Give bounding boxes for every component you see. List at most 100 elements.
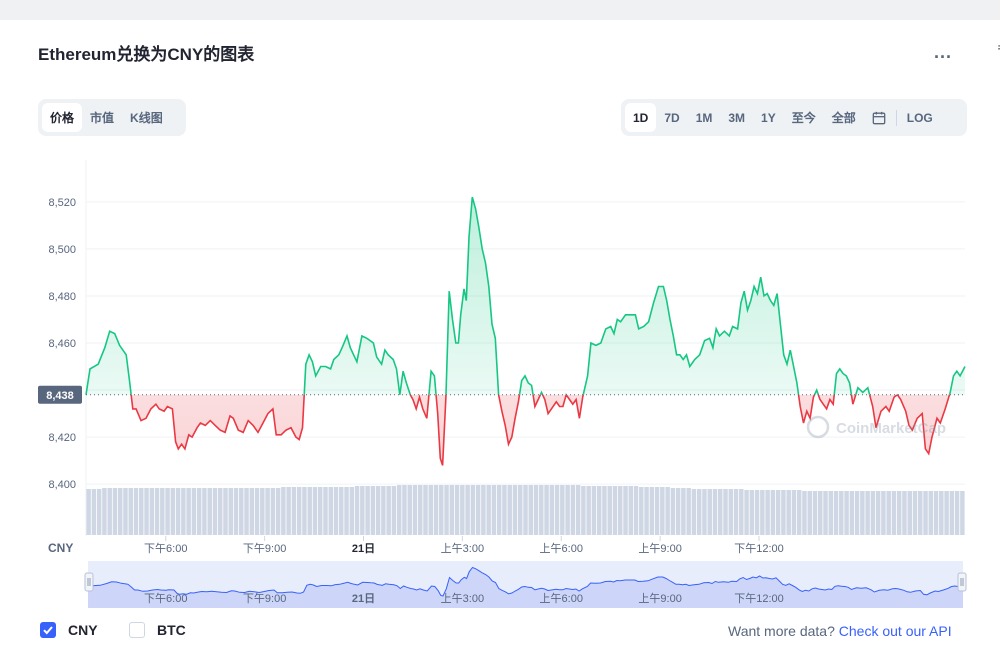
- volume-bar: [349, 487, 355, 535]
- legend-btc-label: BTC: [157, 622, 186, 638]
- legend-btc[interactable]: BTC: [129, 622, 186, 638]
- tab-7d[interactable]: 7D: [664, 110, 680, 125]
- volume-bar: [823, 491, 828, 535]
- volume-bar: [491, 485, 497, 535]
- volume-bar: [944, 491, 949, 535]
- volume-bar: [407, 485, 412, 535]
- volume-bar: [260, 488, 265, 535]
- legend-cny[interactable]: CNY: [40, 622, 98, 638]
- calendar-icon[interactable]: [864, 103, 894, 132]
- volume-bar: [791, 490, 797, 535]
- volume-bar: [586, 486, 591, 535]
- volume-bar: [554, 485, 560, 535]
- volume-bar: [575, 485, 581, 535]
- reference-label: 8,438: [46, 390, 74, 402]
- navigator-line: [87, 566, 964, 597]
- volume-bar: [565, 485, 570, 535]
- tab-market-cap[interactable]: 市值: [90, 111, 115, 125]
- navigator-x-label: 21日: [352, 592, 375, 605]
- volume-bar: [786, 490, 791, 535]
- volume-bar: [428, 485, 433, 535]
- x-tick-label: 上午6:00: [540, 542, 583, 555]
- volume-bar: [475, 485, 481, 535]
- volume-bar: [633, 486, 639, 535]
- volume-bar: [91, 489, 97, 535]
- tab-candlestick[interactable]: K线图: [130, 111, 163, 125]
- volume-bar: [249, 488, 255, 535]
- volume-bar: [954, 491, 960, 535]
- volume-bar: [612, 486, 618, 535]
- tab-1d[interactable]: 1D: [625, 103, 657, 132]
- volume-bar: [112, 488, 118, 535]
- volume-bar: [344, 487, 349, 535]
- volume-bar: [160, 488, 165, 535]
- volume-bar: [207, 488, 212, 535]
- volume-bar: [781, 490, 786, 535]
- volume-bar: [660, 487, 665, 535]
- volume-bar: [323, 487, 328, 535]
- volume-bar: [686, 488, 691, 535]
- volume-bar: [86, 489, 91, 535]
- x-tick-label: 下午9:00: [243, 542, 286, 555]
- volume-bar: [544, 485, 549, 535]
- volume-bar: [96, 489, 102, 535]
- y-tick-label: 8,460: [48, 338, 76, 350]
- tab-ytd[interactable]: 至今: [791, 111, 816, 125]
- volume-bar: [228, 488, 233, 535]
- volume-bar: [254, 488, 260, 535]
- price-line-down: [85, 394, 951, 466]
- volume-bar: [765, 490, 770, 535]
- volume-bar: [518, 485, 523, 535]
- volume-bar: [312, 487, 318, 535]
- tab-1y[interactable]: 1Y: [761, 110, 776, 125]
- checkbox-checked-icon[interactable]: [40, 622, 56, 638]
- volume-bar: [881, 491, 886, 535]
- volume-bar: [454, 485, 460, 535]
- reference-badge: [38, 385, 82, 404]
- area-up: [86, 197, 965, 395]
- volume-bar: [202, 488, 207, 535]
- volume-bar: [139, 488, 144, 535]
- volume-bar: [186, 488, 191, 535]
- volume-bar: [154, 488, 160, 535]
- navigator-handle-left[interactable]: [84, 572, 94, 592]
- volume-bar: [807, 491, 812, 535]
- tab-price[interactable]: 价格: [42, 103, 83, 132]
- more-options-button[interactable]: ...: [934, 42, 953, 62]
- volume-bar: [665, 487, 670, 535]
- y-tick-label: 8,500: [48, 244, 76, 256]
- tab-1m[interactable]: 1M: [695, 110, 713, 125]
- volume-bar: [307, 487, 312, 535]
- volume-bar: [739, 489, 744, 535]
- volume-bar: [839, 491, 844, 535]
- volume-bar: [707, 489, 712, 535]
- x-tick-label: 21日: [352, 542, 375, 555]
- volume-bar: [723, 489, 728, 535]
- tab-all[interactable]: 全部: [831, 111, 856, 125]
- volume-bar: [728, 489, 734, 535]
- log-scale-button[interactable]: LOG: [906, 110, 933, 125]
- volume-bar: [796, 490, 802, 535]
- top-bar: [0, 0, 1000, 20]
- volume-bar: [217, 488, 223, 535]
- volume-bar: [681, 488, 686, 535]
- navigator-x-label: 上午6:00: [540, 592, 583, 605]
- navigator-handle-right[interactable]: [957, 572, 967, 592]
- volume-bar: [291, 487, 297, 535]
- api-promo: Want more data? Check out our API: [728, 623, 952, 639]
- volume-bar: [733, 489, 739, 535]
- volume-bar: [523, 485, 528, 535]
- volume-bar: [696, 489, 702, 535]
- price-chart[interactable]: 8,4008,4208,4408,4608,4808,5008,5208,438…: [0, 150, 1000, 612]
- checkbox-unchecked-icon[interactable]: [129, 622, 145, 638]
- x-tick-label: 下午6:00: [144, 542, 187, 555]
- tab-3m[interactable]: 3M: [728, 110, 746, 125]
- volume-bar: [875, 491, 881, 535]
- navigator-x-label: 下午9:00: [243, 592, 286, 605]
- y-unit-label: CNY: [48, 541, 73, 555]
- watermark-text: CoinMarketCap: [836, 420, 946, 437]
- api-link[interactable]: Check out our API: [838, 623, 952, 639]
- navigator-x-label: 上午3:00: [441, 592, 484, 605]
- volume-bar: [396, 485, 402, 535]
- volume-bar: [802, 491, 807, 535]
